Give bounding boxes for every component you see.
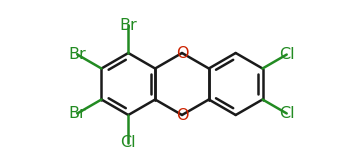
Text: Br: Br [119,18,137,33]
Text: Br: Br [68,47,86,62]
Text: O: O [176,108,188,122]
Text: Cl: Cl [279,47,294,62]
Text: Cl: Cl [279,106,294,121]
Text: O: O [176,46,188,60]
Text: Cl: Cl [121,135,136,150]
Text: Br: Br [68,106,86,121]
